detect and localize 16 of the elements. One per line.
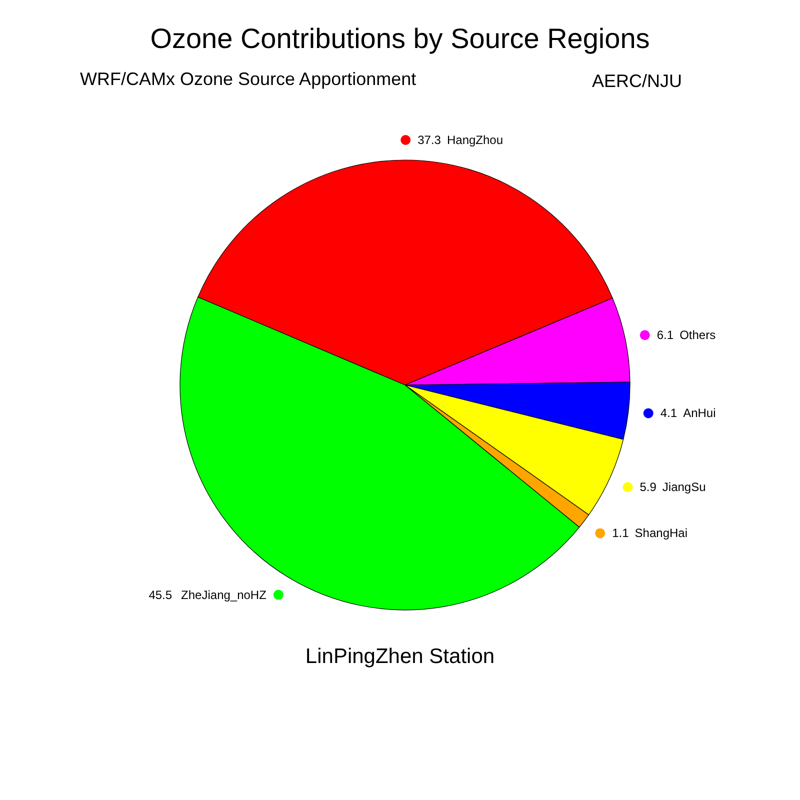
data-label: 1.1 (612, 526, 630, 540)
data-label: 37.3 (418, 133, 442, 147)
data-label: 6.1 (656, 328, 674, 342)
text: LinPingZhen Station (305, 645, 495, 668)
slice-label: Others (680, 328, 716, 342)
slice-label: HangZhou (447, 133, 504, 147)
text: AERC/NJU (592, 71, 682, 91)
data-label: 5.9 (640, 480, 657, 494)
slice-label: AnHui (683, 406, 716, 420)
data-label: 45.5 (148, 588, 172, 602)
data-label: 4.1 (660, 406, 678, 420)
slice-label: ShangHai (634, 526, 688, 540)
chart-subtitle: WRF/CAMx Ozone Source Apportionment (80, 69, 416, 89)
legend-label: ZheJiang_noHZ (181, 588, 266, 602)
chart-title: Ozone Contributions by Source Regions (150, 23, 650, 54)
slice-label: JiangSu (662, 480, 706, 494)
